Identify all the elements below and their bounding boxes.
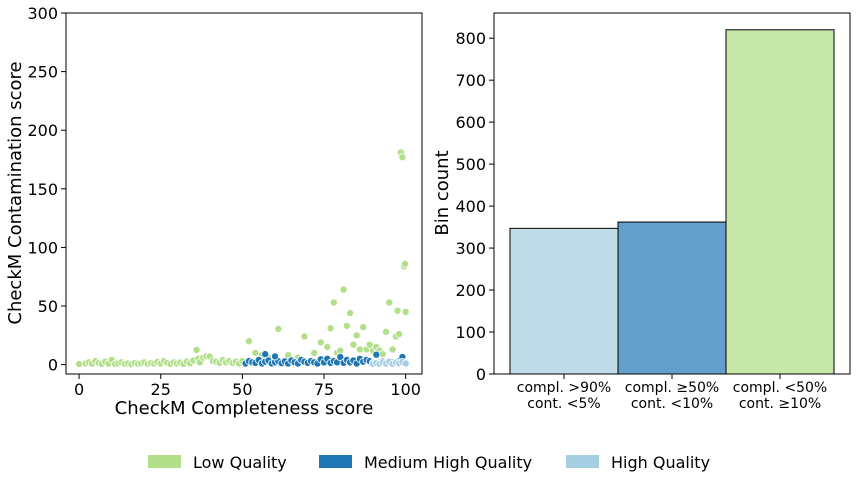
scatter-point <box>401 307 410 316</box>
bar <box>617 221 727 375</box>
scatter-point <box>398 153 407 162</box>
scatter-plot-frame <box>65 12 423 375</box>
bar <box>725 29 835 375</box>
scatter-point <box>329 298 338 307</box>
scatter-point <box>251 348 260 357</box>
scatter-y-tick-label: 200 <box>27 121 58 140</box>
scatter-point <box>378 350 387 359</box>
scatter-point <box>382 327 391 336</box>
bar-chart: 0 100 200 300 400 500 600 700 800 compl. >90% con… <box>432 12 851 412</box>
legend: Low Quality Medium High Quality High Quali… <box>148 453 710 472</box>
legend-label: Medium High Quality <box>364 453 532 472</box>
scatter-y-tick-label: 250 <box>27 63 58 82</box>
bar-y-tick-label: 300 <box>455 239 486 258</box>
scatter-point <box>339 285 348 294</box>
bar-x-ticks: compl. >90% cont. <5% compl. ≥50% cont. <10… <box>517 374 827 412</box>
scatter-point <box>401 359 410 368</box>
scatter-x-axis-label: CheckM Completeness score <box>115 398 374 419</box>
scatter-y-tick-label: 100 <box>27 238 58 257</box>
legend-label: Low Quality <box>193 453 287 472</box>
scatter-y-tick-label: 0 <box>48 356 58 375</box>
scatter-point <box>300 332 309 341</box>
legend-swatch <box>148 455 181 468</box>
scatter-x-tick-label: 100 <box>390 380 421 399</box>
scatter-point <box>323 342 332 351</box>
bar-y-tick-label: 600 <box>455 113 486 132</box>
bar-y-tick-label: 200 <box>455 281 486 300</box>
bar-y-tick-label: 800 <box>455 29 486 48</box>
scatter-point <box>352 331 361 340</box>
scatter-y-tick-label: 300 <box>27 4 58 23</box>
scatter-point <box>395 330 404 339</box>
bar-y-tick-label: 400 <box>455 197 486 216</box>
scatter-x-ticks: 0 25 50 75 100 <box>74 374 421 399</box>
bar-rects <box>509 29 835 375</box>
scatter-point <box>400 259 409 268</box>
bar-y-tick-label: 0 <box>476 365 486 384</box>
scatter-point <box>310 348 319 357</box>
scatter-y-axis-label: CheckM Contamination score <box>5 61 26 324</box>
legend-swatch <box>566 455 599 468</box>
scatter-point <box>274 324 283 333</box>
scatter-points <box>75 148 410 369</box>
scatter-point <box>372 350 381 359</box>
scatter-point <box>385 298 394 307</box>
scatter-point <box>393 306 402 315</box>
bar-y-tick-label: 700 <box>455 71 486 90</box>
scatter-point <box>270 352 279 361</box>
scatter-point <box>316 338 325 347</box>
scatter-point <box>261 350 270 359</box>
scatter-point <box>388 345 397 354</box>
bar <box>509 227 619 375</box>
scatter-point <box>326 324 335 333</box>
bar-y-tick-label: 500 <box>455 155 486 174</box>
bar-y-ticks: 0 100 200 300 400 500 600 700 800 <box>455 29 494 384</box>
scatter-x-tick-label: 75 <box>314 380 334 399</box>
scatter-point <box>355 345 364 354</box>
bar-x-tick-label: compl. >90% cont. <5% <box>517 380 611 412</box>
bar-y-tick-label: 100 <box>455 323 486 342</box>
scatter-x-tick-label: 0 <box>74 380 84 399</box>
scatter-point <box>75 359 84 368</box>
scatter-x-tick-label: 50 <box>232 380 252 399</box>
scatter-y-tick-label: 150 <box>27 180 58 199</box>
scatter-point <box>336 352 345 361</box>
scatter-point <box>346 309 355 318</box>
scatter-point <box>349 340 358 349</box>
scatter-chart: 0 25 50 75 100 0 50 100 150 200 250 300 CheckM Com… <box>5 4 423 419</box>
scatter-point <box>342 321 351 330</box>
scatter-point <box>359 323 368 332</box>
legend-label: High Quality <box>611 453 710 472</box>
bar-x-tick-label: compl. ≥50% cont. <10% <box>625 380 719 412</box>
bar-x-tick-label: compl. <50% cont. ≥10% <box>733 380 827 412</box>
scatter-point <box>192 345 201 354</box>
scatter-y-tick-label: 50 <box>38 297 58 316</box>
legend-swatch <box>319 455 352 468</box>
scatter-point <box>244 337 253 346</box>
scatter-x-tick-label: 25 <box>151 380 171 399</box>
scatter-y-ticks: 0 50 100 150 200 250 300 <box>27 4 66 375</box>
bar-y-axis-label: Bin count <box>432 150 453 235</box>
